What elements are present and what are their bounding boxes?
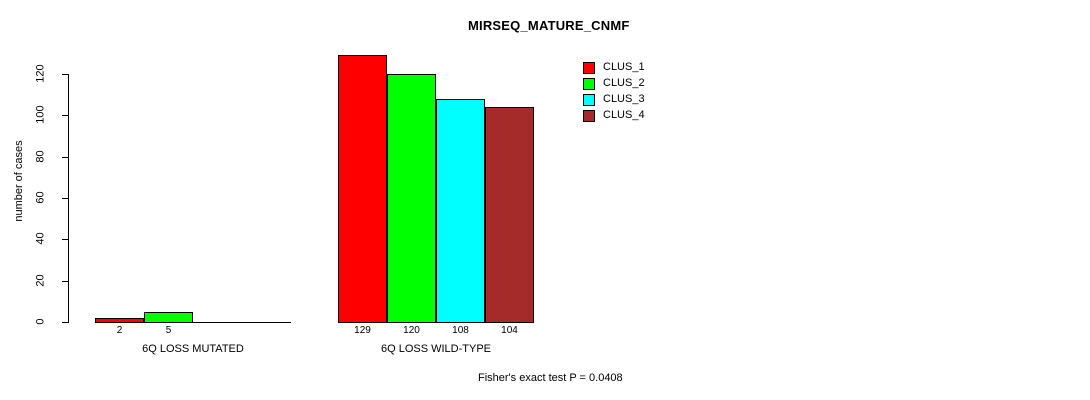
statistical-test-annotation: Fisher's exact test P = 0.0408 [478,372,623,384]
y-axis-tick-label: 20 [34,274,47,287]
bar-clus_4 [485,107,534,323]
bar-clus_2 [144,311,193,323]
y-axis-tick-label: 60 [34,191,47,204]
x-axis-baseline [95,322,291,323]
y-axis-tick [62,156,69,158]
legend-item-label: CLUS_1 [603,61,645,73]
bar-value-label: 108 [452,325,469,336]
bar-clus_1 [338,55,387,323]
y-axis-tick [62,322,69,323]
bar-value-label: 104 [501,325,518,336]
bar-value-label: 120 [403,325,420,336]
bar-clus_3 [436,98,485,323]
y-axis-tick [62,115,69,117]
legend-item-label: CLUS_4 [603,109,645,121]
bar-value-label: 5 [165,325,172,336]
x-axis-group-label: 6Q LOSS WILD-TYPE [380,343,492,355]
legend-item-label: CLUS_2 [603,77,645,89]
legend-color-swatch [583,94,595,106]
legend-color-swatch [583,78,595,90]
legend-color-swatch [583,62,595,74]
bar-value-label: 129 [354,325,371,336]
y-axis-tick-label: 0 [34,318,47,325]
x-axis-group-label: 6Q LOSS MUTATED [142,343,244,355]
y-axis-tick [62,74,69,75]
y-axis-tick-label: 80 [34,150,47,163]
y-axis-tick-label: 100 [34,105,47,125]
bar-value-label: 2 [116,325,123,336]
y-axis-tick [62,280,69,282]
y-axis-tick-label: 120 [34,64,47,83]
legend-item-label: CLUS_3 [603,93,645,105]
bar-clus_2 [387,74,436,323]
y-axis-tick-label: 40 [34,232,47,245]
y-axis-tick [62,198,69,199]
bar-clus_1 [95,317,144,323]
page-title: MIRSEQ_MATURE_CNMF [468,18,630,33]
y-axis-tick [62,239,69,241]
y-axis-title: number of cases [13,140,25,222]
legend-color-swatch [583,110,595,122]
